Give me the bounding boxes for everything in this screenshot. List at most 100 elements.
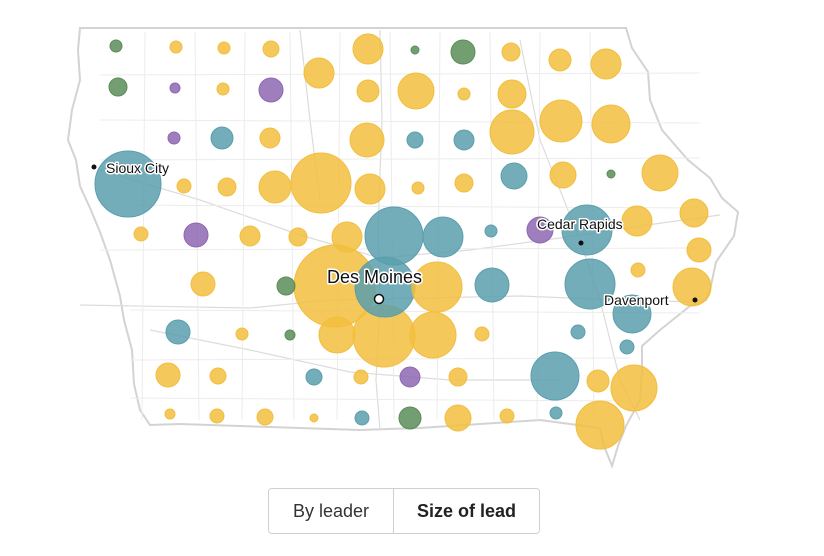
county-bubble-blue bbox=[364, 206, 424, 266]
county-bubble-yellow bbox=[397, 72, 435, 110]
county-boundary bbox=[129, 397, 631, 402]
county-bubble-blue bbox=[530, 351, 580, 401]
county-bubble-yellow bbox=[621, 205, 653, 237]
county-bubble-blue bbox=[422, 216, 464, 258]
county-bubble-green bbox=[276, 276, 296, 296]
county-bubble-green bbox=[284, 329, 296, 341]
county-bubble-purple bbox=[169, 82, 181, 94]
county-bubble-blue bbox=[619, 339, 635, 355]
county-bubble-yellow bbox=[164, 408, 176, 420]
county-bubble-yellow bbox=[259, 127, 281, 149]
county-bubble-yellow bbox=[352, 33, 384, 65]
county-bubble-yellow bbox=[591, 104, 631, 144]
county-bubble-yellow bbox=[176, 178, 192, 194]
county-bubble-yellow bbox=[411, 181, 425, 195]
county-bubble-purple bbox=[399, 366, 421, 388]
county-bubble-blue bbox=[500, 162, 528, 190]
county-bubble-blue bbox=[564, 258, 616, 310]
county-bubble-yellow bbox=[497, 79, 527, 109]
city-markers: Sioux City Cedar Rapids Des Moines Daven… bbox=[91, 159, 698, 310]
county-bubble-green bbox=[450, 39, 476, 65]
county-bubble-yellow bbox=[356, 79, 380, 103]
county-bubble-yellow bbox=[155, 362, 181, 388]
county-bubble-green bbox=[398, 406, 422, 430]
county-bubble-blue bbox=[474, 267, 510, 303]
county-bubble-yellow bbox=[262, 40, 280, 58]
county-bubble-yellow bbox=[448, 367, 468, 387]
county-bubble-yellow bbox=[457, 87, 471, 101]
county-boundary bbox=[99, 204, 701, 209]
county-bubble-green bbox=[109, 39, 123, 53]
sioux-city-dot bbox=[91, 164, 97, 170]
county-bubble-blue bbox=[561, 204, 613, 256]
cedar-rapids-label: Cedar Rapids bbox=[537, 216, 623, 232]
county-bubble-blue bbox=[612, 294, 652, 334]
county-bubble-yellow bbox=[548, 48, 572, 72]
county-bubble-yellow bbox=[256, 408, 274, 426]
sioux-city-label: Sioux City bbox=[106, 160, 169, 176]
county-boundary bbox=[129, 309, 701, 314]
county-bubble-yellow bbox=[353, 369, 369, 385]
county-bubble-blue bbox=[406, 131, 424, 149]
county-bubble-yellow bbox=[539, 99, 583, 143]
county-bubble-yellow bbox=[209, 408, 225, 424]
county-bubble-yellow bbox=[354, 173, 386, 205]
county-bubble-yellow bbox=[444, 404, 472, 432]
county-bubble-yellow bbox=[549, 161, 577, 189]
county-bubble-yellow bbox=[499, 408, 515, 424]
county-bubble-yellow bbox=[133, 226, 149, 242]
county-bubble-blue bbox=[354, 410, 370, 426]
county-bubble-yellow bbox=[641, 154, 679, 192]
des-moines-label: Des Moines bbox=[327, 267, 422, 287]
county-bubble-yellow bbox=[290, 152, 352, 214]
county-bubble-green bbox=[606, 169, 616, 179]
size-of-lead-button[interactable]: Size of lead bbox=[394, 489, 539, 533]
view-toggle: By leader Size of lead bbox=[268, 488, 540, 534]
county-bubble-green bbox=[108, 77, 128, 97]
county-bubble-purple bbox=[183, 222, 209, 248]
county-bubble-blue bbox=[305, 368, 323, 386]
county-bubble-yellow bbox=[190, 271, 216, 297]
county-bubble-blue bbox=[210, 126, 234, 150]
county-bubble-yellow bbox=[239, 225, 261, 247]
county-bubble-blue bbox=[453, 129, 475, 151]
county-boundary bbox=[241, 31, 246, 421]
county-bubble-blue bbox=[94, 150, 162, 218]
county-bubble-yellow bbox=[309, 413, 319, 423]
county-bubble-purple bbox=[526, 216, 554, 244]
county-bubble-blue bbox=[165, 319, 191, 345]
county-bubble-blue bbox=[484, 224, 498, 238]
county-bubble-yellow bbox=[217, 41, 231, 55]
county-bubble-yellow bbox=[409, 311, 457, 359]
county-bubble-blue bbox=[549, 406, 563, 420]
county-bubble-purple bbox=[258, 77, 284, 103]
county-bubble-yellow bbox=[349, 122, 385, 158]
county-bubble-yellow bbox=[686, 237, 712, 263]
county-bubble-green bbox=[410, 45, 420, 55]
county-bubble-yellow bbox=[169, 40, 183, 54]
des-moines-capital-marker bbox=[373, 293, 385, 305]
county-bubble-yellow bbox=[590, 48, 622, 80]
county-bubble-yellow bbox=[318, 316, 356, 354]
county-bubble-yellow bbox=[679, 198, 709, 228]
road bbox=[149, 329, 560, 381]
cedar-rapids-dot bbox=[578, 240, 584, 246]
davenport-label: Davenport bbox=[604, 292, 669, 308]
davenport-dot bbox=[692, 297, 698, 303]
county-bubble-yellow bbox=[454, 173, 474, 193]
county-bubble-yellow bbox=[303, 57, 335, 89]
county-bubble-yellow bbox=[331, 221, 363, 253]
county-bubble-yellow bbox=[209, 367, 227, 385]
by-leader-button[interactable]: By leader bbox=[269, 489, 394, 533]
county-boundary bbox=[99, 157, 701, 161]
county-bubble-blue bbox=[570, 324, 586, 340]
county-bubble-yellow bbox=[288, 227, 308, 247]
county-bubble-yellow bbox=[501, 42, 521, 62]
county-boundary bbox=[141, 31, 146, 421]
county-bubble-yellow bbox=[575, 400, 625, 450]
county-bubble-yellow bbox=[216, 82, 230, 96]
county-bubble-blue bbox=[354, 256, 416, 318]
county-bubble-yellow bbox=[586, 369, 610, 393]
county-bubble-yellow bbox=[489, 109, 535, 155]
county-bubbles bbox=[94, 33, 712, 450]
